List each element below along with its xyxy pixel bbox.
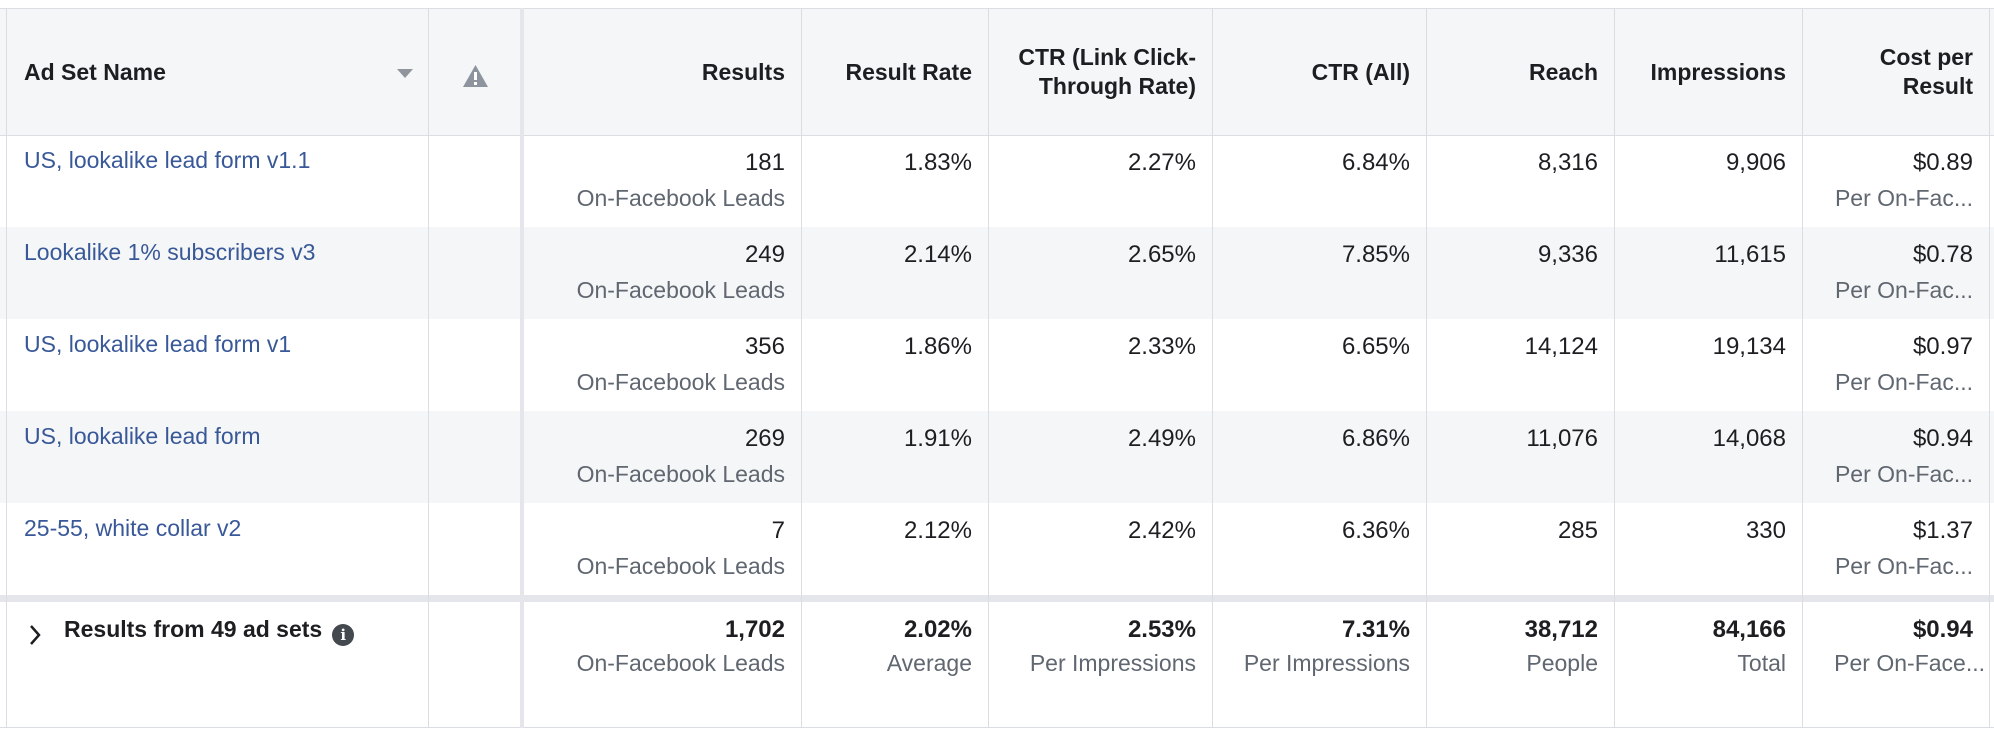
reach-value: 11,076 bbox=[1526, 425, 1598, 452]
table-bottom-border bbox=[0, 727, 1994, 728]
results-value: 249 bbox=[744, 241, 785, 268]
column-header-impressions[interactable]: Impressions bbox=[1650, 58, 1787, 85]
ctr-all-value: 6.36% bbox=[1341, 517, 1410, 544]
cost-type: Per On-Fac... bbox=[1834, 185, 1973, 211]
cost-value: $1.37 bbox=[1912, 517, 1973, 544]
summary-impressions-sub: Total bbox=[1737, 650, 1786, 676]
column-divider bbox=[1802, 8, 1803, 728]
results-type: On-Facebook Leads bbox=[576, 461, 785, 487]
table-row[interactable]: Lookalike 1% subscribers v3 249 On-Faceb… bbox=[0, 227, 1994, 319]
results-type: On-Facebook Leads bbox=[576, 369, 785, 395]
result-rate-value: 2.14% bbox=[903, 241, 972, 268]
column-divider bbox=[1426, 8, 1427, 728]
ctr-link-value: 2.49% bbox=[1127, 425, 1196, 452]
cost-value: $0.78 bbox=[1912, 241, 1973, 268]
column-header-ctr-all[interactable]: CTR (All) bbox=[1311, 58, 1410, 85]
chevron-right-icon[interactable] bbox=[28, 624, 42, 646]
results-value: 181 bbox=[744, 149, 785, 176]
table-row[interactable]: US, lookalike lead form 269 On-Facebook … bbox=[0, 411, 1994, 503]
cost-type: Per On-Fac... bbox=[1834, 553, 1973, 579]
reach-value: 285 bbox=[1557, 517, 1598, 544]
column-header-reach[interactable]: Reach bbox=[1528, 58, 1598, 85]
ctr-link-value: 2.33% bbox=[1127, 333, 1196, 360]
ad-set-name-link[interactable]: US, lookalike lead form bbox=[24, 423, 261, 449]
column-header-results[interactable]: Results bbox=[701, 58, 785, 85]
summary-result-rate: 2.02% bbox=[903, 616, 972, 643]
result-rate-value: 1.91% bbox=[903, 425, 972, 452]
ad-set-name-link[interactable]: 25-55, white collar v2 bbox=[24, 515, 242, 541]
cost-value: $0.94 bbox=[1912, 425, 1973, 452]
column-divider bbox=[1989, 8, 1990, 728]
impressions-value: 330 bbox=[1745, 517, 1786, 544]
warning-triangle-icon bbox=[463, 65, 488, 87]
info-icon[interactable]: i bbox=[332, 624, 355, 646]
ctr-all-value: 7.85% bbox=[1341, 241, 1410, 268]
summary-divider bbox=[0, 595, 1994, 602]
results-type: On-Facebook Leads bbox=[576, 553, 785, 579]
result-rate-value: 2.12% bbox=[903, 517, 972, 544]
summary-results: 1,702 bbox=[724, 616, 785, 643]
summary-cost-sub: Per On-Face... bbox=[1834, 650, 1985, 676]
summary-cost: $0.94 bbox=[1912, 616, 1973, 643]
ctr-all-value: 6.65% bbox=[1341, 333, 1410, 360]
results-value: 269 bbox=[744, 425, 785, 452]
ad-set-name-link[interactable]: Lookalike 1% subscribers v3 bbox=[24, 239, 316, 265]
cost-type: Per On-Fac... bbox=[1834, 461, 1973, 487]
cost-value: $0.97 bbox=[1912, 333, 1973, 360]
table-row[interactable]: US, lookalike lead form v1.1 181 On-Face… bbox=[0, 135, 1994, 227]
summary-ctr-link-sub: Per Impressions bbox=[1029, 650, 1196, 676]
impressions-value: 9,906 bbox=[1725, 149, 1786, 176]
cost-value: $0.89 bbox=[1912, 149, 1973, 176]
cost-type: Per On-Fac... bbox=[1834, 369, 1973, 395]
summary-result-rate-sub: Average bbox=[886, 650, 972, 676]
results-value: 7 bbox=[771, 517, 785, 544]
impressions-value: 19,134 bbox=[1712, 333, 1786, 360]
column-header-ad-set-name[interactable]: Ad Set Name bbox=[24, 9, 414, 135]
impressions-value: 11,615 bbox=[1714, 241, 1786, 268]
sort-down-icon[interactable] bbox=[397, 69, 413, 79]
summary-results-type: On-Facebook Leads bbox=[576, 650, 785, 676]
column-divider bbox=[428, 8, 429, 728]
summary-label: Results from 49 ad sets bbox=[64, 616, 323, 642]
reach-value: 8,316 bbox=[1537, 149, 1598, 176]
ad-set-name-link[interactable]: US, lookalike lead form v1 bbox=[24, 331, 292, 357]
column-divider bbox=[1212, 8, 1213, 728]
column-header-result-rate[interactable]: Result Rate bbox=[845, 58, 972, 85]
reach-value: 14,124 bbox=[1524, 333, 1598, 360]
column-header-ctr-link[interactable]: CTR (Link Click-Through Rate) bbox=[1018, 44, 1196, 99]
ad-set-name-link[interactable]: US, lookalike lead form v1.1 bbox=[24, 147, 311, 173]
column-divider bbox=[988, 8, 989, 728]
table-left-border bbox=[6, 8, 7, 728]
summary-label-wrap: Results from 49 ad sets i bbox=[64, 616, 355, 646]
table-row[interactable]: US, lookalike lead form v1 356 On-Facebo… bbox=[0, 319, 1994, 411]
cost-type: Per On-Fac... bbox=[1834, 277, 1973, 303]
ctr-link-value: 2.27% bbox=[1127, 149, 1196, 176]
column-divider bbox=[1614, 8, 1615, 728]
result-rate-value: 1.83% bbox=[903, 149, 972, 176]
ctr-link-value: 2.42% bbox=[1127, 517, 1196, 544]
frozen-column-divider[interactable] bbox=[520, 8, 524, 728]
results-value: 356 bbox=[744, 333, 785, 360]
summary-reach: 38,712 bbox=[1524, 616, 1598, 643]
impressions-value: 14,068 bbox=[1712, 425, 1786, 452]
table-row[interactable]: 25-55, white collar v2 7 On-Facebook Lea… bbox=[0, 503, 1994, 595]
summary-reach-sub: People bbox=[1526, 650, 1598, 676]
ad-set-name-label: Ad Set Name bbox=[24, 58, 166, 85]
ctr-all-value: 6.84% bbox=[1341, 149, 1410, 176]
column-divider bbox=[801, 8, 802, 728]
summary-ctr-all: 7.31% bbox=[1341, 616, 1410, 643]
summary-impressions: 84,166 bbox=[1712, 616, 1786, 643]
column-header-cost-per-result[interactable]: Cost per Result bbox=[1879, 44, 1973, 99]
result-rate-value: 1.86% bbox=[903, 333, 972, 360]
summary-row: Results from 49 ad sets i 1,702 On-Facebo… bbox=[0, 602, 1994, 727]
summary-ctr-all-sub: Per Impressions bbox=[1243, 650, 1410, 676]
table-header: Ad Set Name Results Result Rate CTR (Lin… bbox=[0, 8, 1994, 136]
results-type: On-Facebook Leads bbox=[576, 277, 785, 303]
ctr-all-value: 6.86% bbox=[1341, 425, 1410, 452]
summary-ctr-link: 2.53% bbox=[1127, 616, 1196, 643]
reach-value: 9,336 bbox=[1537, 241, 1598, 268]
results-type: On-Facebook Leads bbox=[576, 185, 785, 211]
ctr-link-value: 2.65% bbox=[1127, 241, 1196, 268]
